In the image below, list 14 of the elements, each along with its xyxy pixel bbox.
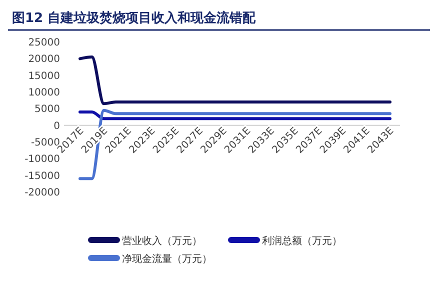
y-tick-label: 0 — [54, 120, 60, 132]
y-tick-label: -10000 — [24, 154, 60, 166]
y-tick-label: 5000 — [34, 104, 60, 116]
y-tick-label: 20000 — [28, 54, 60, 66]
y-tick-label: 10000 — [28, 88, 60, 98]
line-series — [78, 56, 392, 106]
legend-label: 营业收入（万元） — [122, 235, 202, 247]
y-tick-label: 25000 — [28, 38, 60, 48]
legend-label: 净现金流量（万元） — [122, 253, 212, 265]
legend-label: 利润总额（万元） — [262, 235, 342, 247]
chart-title: 图12 自建垃圾焚烧项目收入和现金流错配 — [12, 10, 257, 26]
y-tick-label: -15000 — [24, 170, 60, 182]
y-tick-label: 15000 — [28, 70, 60, 82]
y-tick-label: -20000 — [24, 188, 60, 198]
